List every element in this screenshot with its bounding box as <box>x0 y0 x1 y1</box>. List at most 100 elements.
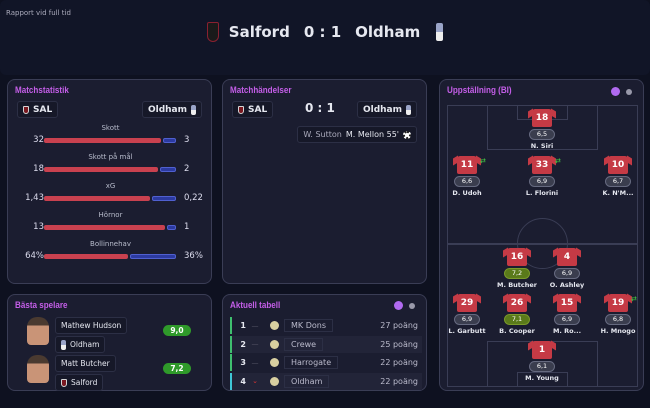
scoreline: Salford 0 : 1 Oldham <box>0 22 650 42</box>
stat-home-value: 32 <box>33 135 44 145</box>
player-name: O. Ashley <box>549 281 585 289</box>
panel-title: Matchstatistik <box>15 85 69 96</box>
team-crest-icon <box>270 321 279 330</box>
best-player-club: Salford <box>55 374 104 391</box>
lineup-player[interactable]: 18 6,5 N. Siri <box>512 109 572 150</box>
table-position: 3 <box>240 358 246 367</box>
away-team-chip: Oldham <box>141 101 202 118</box>
player-rating: 6,7 <box>605 176 631 187</box>
player-name: B. Cooper <box>499 327 535 335</box>
player-avatar <box>27 355 49 383</box>
player-name: L. Garbutt <box>448 327 486 335</box>
home-team-chip: SAL <box>232 101 274 118</box>
salford-crest-icon <box>238 105 244 114</box>
lineup-player[interactable]: 10 6,7 K. N'M... <box>588 156 648 197</box>
lineup-player[interactable]: 4 6,9 O. Ashley <box>537 248 597 289</box>
team-points: 27 poäng <box>380 321 418 330</box>
away-name: Oldham <box>362 104 402 115</box>
stat-home-bar <box>44 225 165 230</box>
table-row[interactable]: 3 — Harrogate 22 poäng <box>230 354 422 371</box>
team-name: Crewe <box>284 337 324 351</box>
panel-title: Aktuell tabell <box>230 300 281 311</box>
shirt-icon: 26 <box>507 294 527 312</box>
oldham-crest-icon <box>406 104 411 115</box>
player-rating: 6,5 <box>529 129 555 140</box>
lineup-player[interactable]: 29 6,9 L. Garbutt <box>437 294 497 335</box>
panel-title: Bästa spelare <box>15 300 68 311</box>
match-header: Rapport vid full tid Salford 0 : 1 Oldha… <box>0 0 650 75</box>
best-player-name[interactable]: Mathew Hudson <box>55 317 128 334</box>
away-name: Oldham <box>147 104 187 115</box>
stat-away-bar <box>167 225 176 230</box>
shirt-icon: 1 <box>532 341 552 359</box>
stat-away-value: 2 <box>184 164 190 174</box>
shirt-number: 18 <box>535 113 549 123</box>
shirt-number: 26 <box>510 298 524 308</box>
stat-away-value: 3 <box>184 135 190 145</box>
lineup-player[interactable]: 11 6,6 D. Udoh ⇄ <box>437 156 497 197</box>
stat-home-value: 13 <box>33 222 44 232</box>
lineup-panel: Uppställning (BI) 18 6,5 N. Siri 11 6,6 … <box>439 79 644 391</box>
oldham-crest-icon <box>436 23 444 41</box>
lineup-player[interactable]: 33 6,9 L. Florini ⇄ <box>512 156 572 197</box>
stat-home-value: 18 <box>33 164 44 174</box>
player-name: L. Florini <box>525 189 559 197</box>
away-team-chip: Oldham <box>356 101 417 118</box>
best-player-name[interactable]: Matt Butcher <box>55 355 116 372</box>
shirt-number: 16 <box>510 252 524 262</box>
team-crest-icon <box>270 339 279 349</box>
match-events-panel: Matchhändelser SAL 0 : 1 Oldham W. Sutto… <box>222 79 427 284</box>
table-row[interactable]: 4 ⌄ Oldham 22 poäng <box>230 372 422 390</box>
player-rating: 6,8 <box>605 314 631 325</box>
player-name: H. Mnogo <box>600 327 636 335</box>
page-dot-active[interactable] <box>611 87 620 96</box>
football-icon <box>403 130 411 139</box>
league-table-panel: Aktuell tabell 1 — MK Dons 27 poäng 2 — … <box>222 294 427 391</box>
stat-home-bar <box>44 254 128 259</box>
shirt-number: 10 <box>611 160 625 170</box>
table-row[interactable]: 1 — MK Dons 27 poäng <box>230 317 422 334</box>
lineup-player[interactable]: 16 7,2 M. Butcher <box>487 248 547 289</box>
scorer-name: M. Mellon 55' <box>345 130 399 139</box>
lineup-player[interactable]: 19 6,8 H. Mnogo ⇄ <box>588 294 648 335</box>
away-team: Oldham <box>355 23 421 41</box>
lineup-player[interactable]: 26 7,1 B. Cooper <box>487 294 547 335</box>
team-name: Oldham <box>284 374 330 388</box>
lineup-player[interactable]: 1 6,1 M. Young <box>512 341 572 382</box>
events-score: 0 : 1 <box>305 101 335 115</box>
stat-label: xG <box>105 182 116 190</box>
club-name: Salford <box>71 378 98 387</box>
home-team: Salford <box>228 23 290 41</box>
substitution-icon: ⇄ <box>480 157 486 165</box>
team-points: 25 poäng <box>380 339 418 349</box>
player-rating: 7,1 <box>504 314 530 325</box>
page-dot[interactable] <box>409 303 415 309</box>
lineup-player[interactable]: 15 6,9 M. Ro... <box>537 294 597 335</box>
page-dot[interactable] <box>626 89 632 95</box>
best-player-club: Oldham <box>55 336 106 353</box>
trend-icon: — <box>251 321 259 330</box>
player-rating: 6,9 <box>454 314 480 325</box>
stat-home-bar <box>44 196 150 201</box>
stat-home-value: 64% <box>25 251 44 261</box>
assist-name: W. Sutton <box>303 130 342 139</box>
shirt-icon: 29 <box>457 294 477 312</box>
player-name: D. Udoh <box>452 189 482 197</box>
stat-away-value: 36% <box>184 251 203 261</box>
goal-event[interactable]: W. Sutton M. Mellon 55' <box>297 126 417 143</box>
salford-crest-icon <box>61 378 67 387</box>
player-rating: 6,6 <box>454 176 480 187</box>
shirt-icon: 18 <box>532 109 552 127</box>
team-points: 22 poäng <box>380 358 418 367</box>
player-name: M. Butcher <box>497 281 537 289</box>
shirt-number: 15 <box>560 298 574 308</box>
home-short: SAL <box>33 104 53 115</box>
table-row[interactable]: 2 — Crewe 25 poäng <box>230 335 422 353</box>
centre-circle <box>517 218 568 269</box>
stat-away-bar <box>163 138 176 143</box>
page-dot-active[interactable] <box>394 301 403 310</box>
shirt-icon: 4 <box>557 248 577 266</box>
player-rating: 6,9 <box>554 314 580 325</box>
shirt-number: 29 <box>460 298 474 308</box>
home-team-chip: SAL <box>17 101 59 118</box>
